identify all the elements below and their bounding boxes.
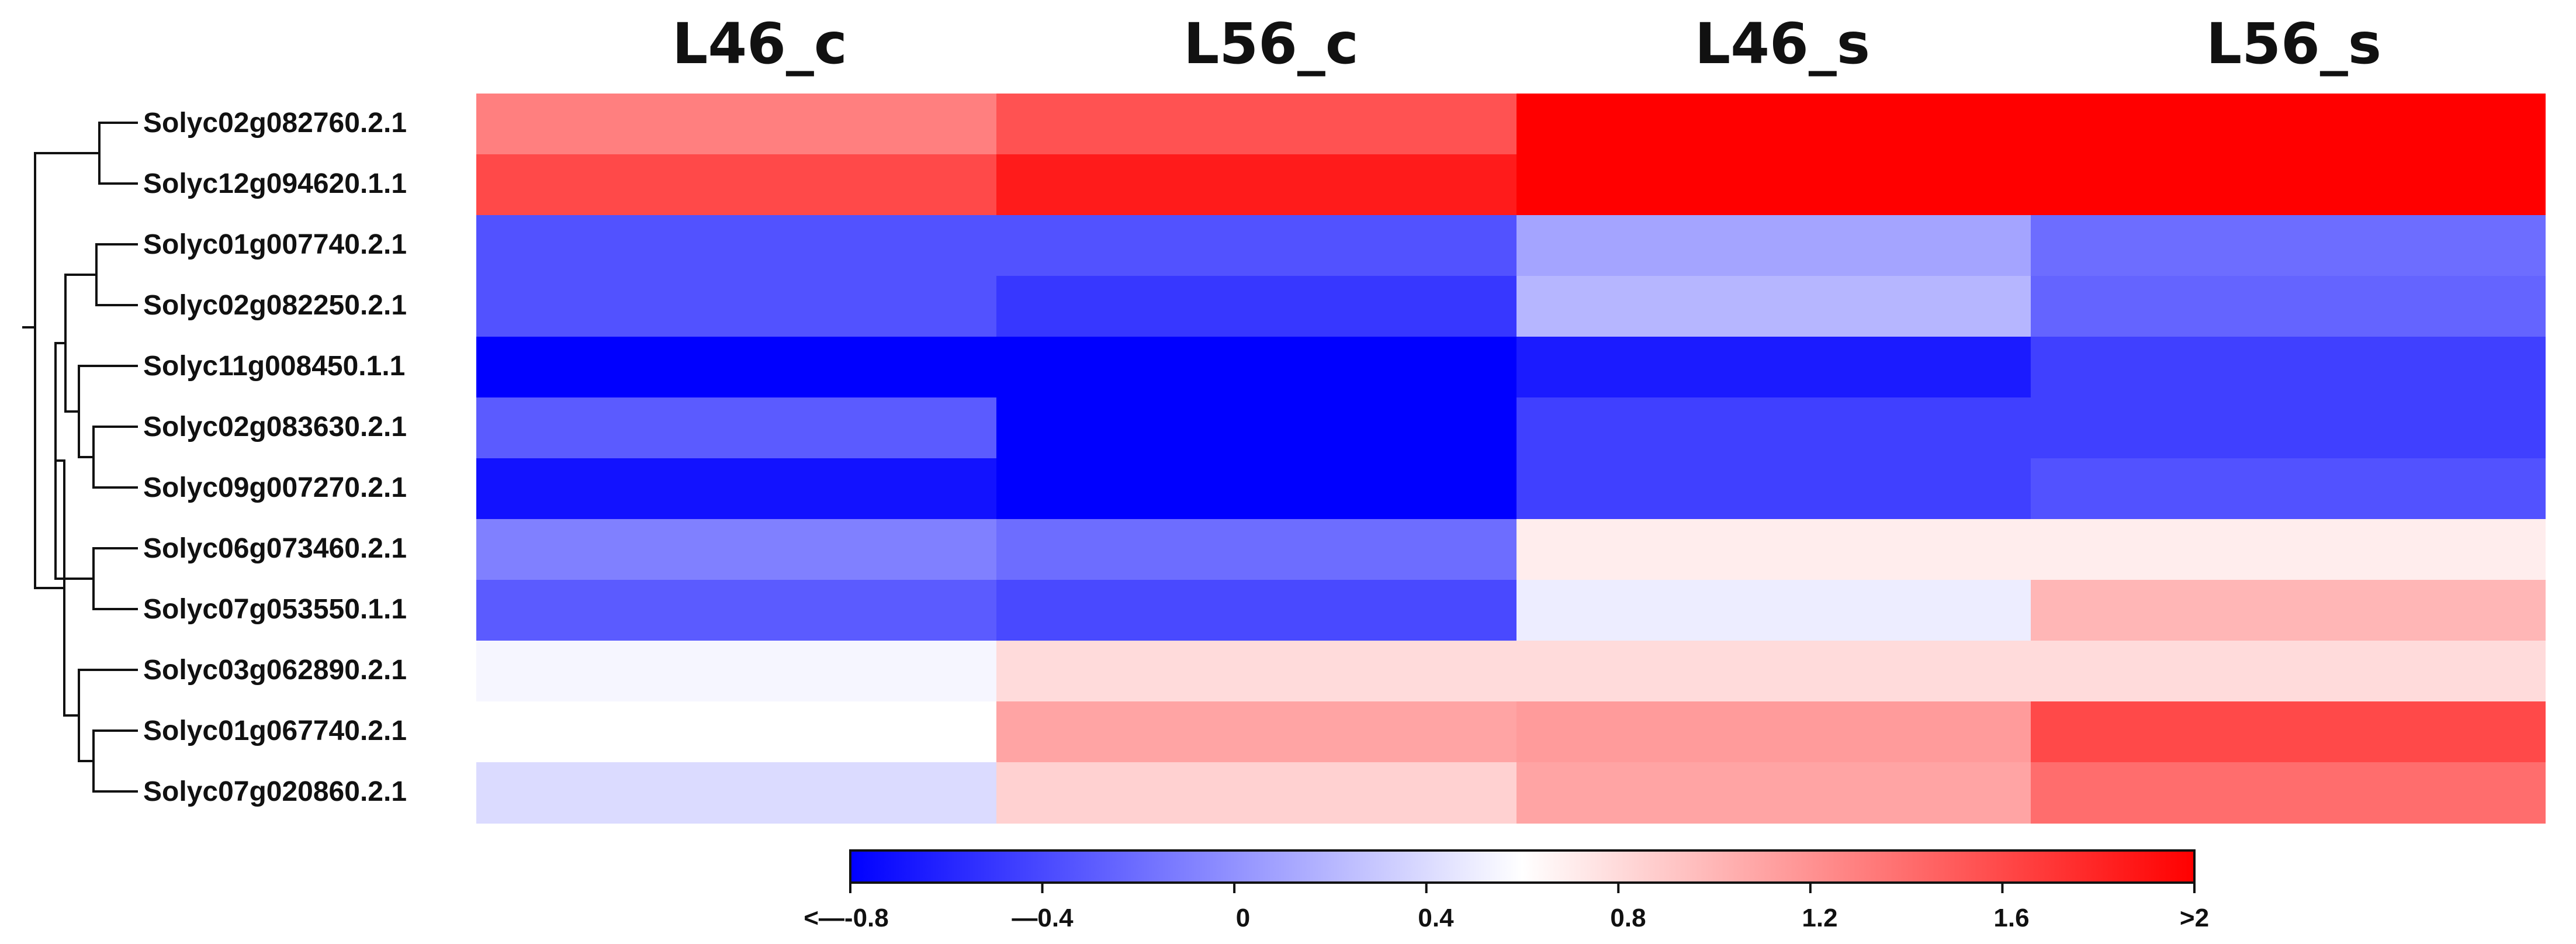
heatmap-cell bbox=[2031, 397, 2546, 459]
dendrogram-branch bbox=[64, 274, 96, 413]
row-label: Solyc02g083630.2.1 bbox=[143, 412, 407, 442]
heatmap-cell bbox=[476, 94, 997, 155]
heatmap-cell bbox=[996, 458, 1517, 520]
heatmap-cells bbox=[476, 94, 2546, 824]
colorbar-tick-label: 0.4 bbox=[1418, 904, 1454, 932]
colorbar-tick-label: 1.6 bbox=[1993, 904, 2029, 932]
heatmap-cell bbox=[476, 458, 997, 520]
column-label: L46_s bbox=[1695, 11, 1870, 77]
heatmap-cell bbox=[1516, 641, 2031, 702]
colorbar: <—-0.8 —0.4 0 0.4 0.8 1.2 1.6 >2 bbox=[804, 849, 2209, 932]
heatmap-cell bbox=[1516, 458, 2031, 520]
heatmap-cell bbox=[996, 337, 1517, 398]
heatmap-cell bbox=[1516, 580, 2031, 641]
heatmap-cell bbox=[2031, 762, 2546, 824]
heatmap-cell bbox=[1516, 337, 2031, 398]
column-label: L56_c bbox=[1183, 11, 1359, 77]
heatmap-cell bbox=[476, 641, 997, 702]
heatmap-cell bbox=[996, 762, 1517, 824]
dendrogram-branch bbox=[98, 122, 138, 185]
dendrogram-branch bbox=[78, 365, 138, 458]
heatmap-cell bbox=[1516, 215, 2031, 276]
colorbar-tick-label: 1.2 bbox=[1802, 904, 1837, 932]
row-label: Solyc09g007270.2.1 bbox=[143, 472, 407, 503]
row-labels: Solyc02g082760.2.1 Solyc12g094620.1.1 So… bbox=[143, 108, 407, 807]
heatmap-cell bbox=[1516, 154, 2031, 216]
dendrogram-branch bbox=[92, 426, 138, 489]
colorbar-gradient bbox=[849, 849, 2196, 884]
colorbar-tick-label: <—-0.8 bbox=[804, 904, 889, 932]
heatmap-cell bbox=[2031, 580, 2546, 641]
dendrogram-branch bbox=[92, 729, 138, 793]
row-label: Solyc02g082760.2.1 bbox=[143, 108, 407, 139]
heatmap-cell bbox=[996, 701, 1517, 763]
colorbar-tick-label: 0 bbox=[1236, 904, 1250, 932]
colorbar-ticks bbox=[849, 883, 2196, 893]
row-label: Solyc02g082250.2.1 bbox=[143, 290, 407, 321]
dendrogram-branch bbox=[34, 152, 99, 589]
column-label: L56_s bbox=[2206, 11, 2381, 77]
heatmap-cell bbox=[476, 215, 997, 276]
row-label: Solyc01g067740.2.1 bbox=[143, 715, 407, 746]
row-label: Solyc07g053550.1.1 bbox=[143, 594, 407, 625]
heatmap-cell bbox=[1516, 397, 2031, 459]
heatmap-cell bbox=[476, 276, 997, 337]
dendrogram-branch bbox=[78, 669, 138, 762]
heatmap-cell bbox=[476, 154, 997, 216]
row-label: Solyc12g094620.1.1 bbox=[143, 168, 407, 199]
row-label: Solyc03g062890.2.1 bbox=[143, 655, 407, 686]
heatmap-cell bbox=[2031, 701, 2546, 763]
heatmap-cell bbox=[2031, 154, 2546, 216]
heatmap-cell bbox=[996, 215, 1517, 276]
heatmap-cell bbox=[1516, 762, 2031, 824]
heatmap-cell bbox=[2031, 215, 2546, 276]
row-label: Solyc07g020860.2.1 bbox=[143, 776, 407, 807]
heatmap-cell bbox=[1516, 701, 2031, 763]
heatmap-cell bbox=[2031, 276, 2546, 337]
heatmap-cell bbox=[2031, 519, 2546, 580]
heatmap-cell bbox=[476, 519, 997, 580]
heatmap-cell bbox=[476, 762, 997, 824]
row-label: Solyc01g007740.2.1 bbox=[143, 229, 407, 260]
column-labels: L46_c L56_c L46_s L56_s bbox=[672, 11, 2381, 77]
heatmap-cell bbox=[996, 397, 1517, 459]
row-dendrogram bbox=[22, 122, 138, 793]
heatmap-cell bbox=[996, 641, 1517, 702]
heatmap-cell bbox=[476, 337, 997, 398]
heatmap-cell bbox=[2031, 94, 2546, 155]
heatmap-cell bbox=[1516, 94, 2031, 155]
row-label: Solyc11g008450.1.1 bbox=[143, 351, 405, 382]
row-label: Solyc06g073460.2.1 bbox=[143, 533, 407, 564]
heatmap-cell bbox=[1516, 276, 2031, 337]
colorbar-tick-label: >2 bbox=[2180, 904, 2209, 932]
heatmap-cell bbox=[996, 154, 1517, 216]
heatmap-cell bbox=[476, 397, 997, 459]
colorbar-tick-label: —0.4 bbox=[1012, 904, 1074, 932]
dendrogram-branch bbox=[95, 243, 138, 306]
heatmap-cell bbox=[1516, 519, 2031, 580]
column-label: L46_c bbox=[672, 11, 847, 77]
heatmap-cell bbox=[2031, 641, 2546, 702]
heatmap-cell bbox=[476, 701, 997, 763]
heatmap-cell bbox=[996, 519, 1517, 580]
colorbar-tick-label: 0.8 bbox=[1610, 904, 1646, 932]
heatmap-cell bbox=[476, 580, 997, 641]
heatmap-cell bbox=[2031, 337, 2546, 398]
dendrogram-branch bbox=[92, 547, 138, 610]
heatmap-cell bbox=[996, 94, 1517, 155]
heatmap-cell bbox=[996, 276, 1517, 337]
heatmap-cell bbox=[996, 580, 1517, 641]
colorbar-tick-labels: <—-0.8 —0.4 0 0.4 0.8 1.2 1.6 >2 bbox=[804, 904, 2209, 932]
heatmap-cell bbox=[2031, 458, 2546, 520]
